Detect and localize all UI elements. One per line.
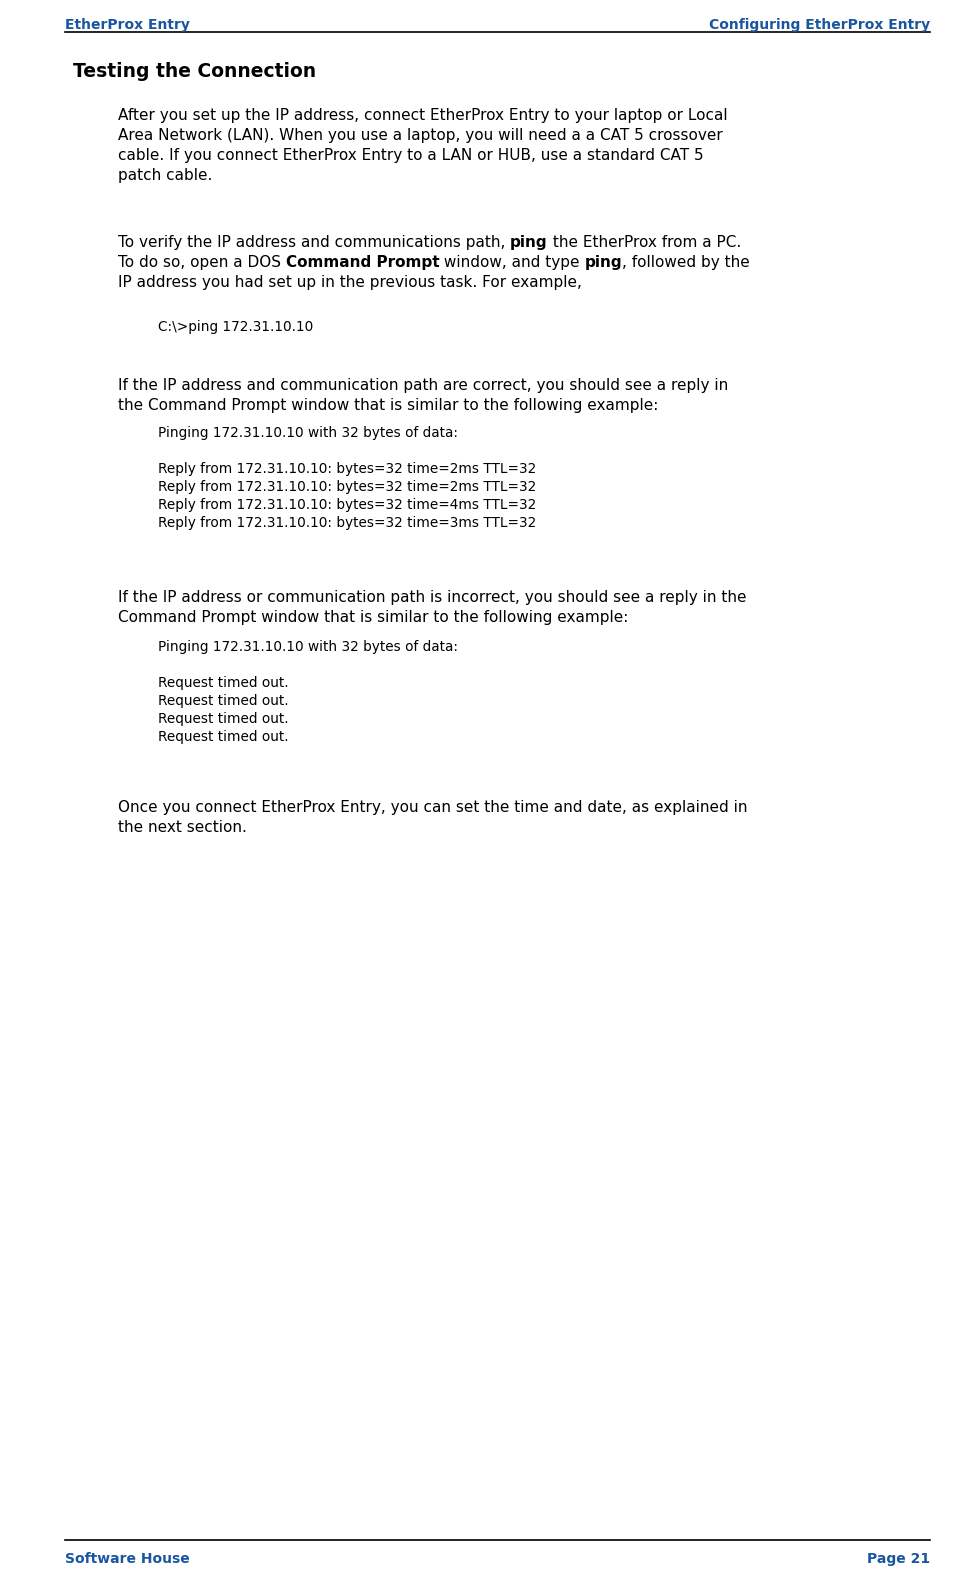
Text: After you set up the IP address, connect EtherProx Entry to your laptop or Local: After you set up the IP address, connect… bbox=[118, 107, 727, 123]
Text: To do so, open a DOS: To do so, open a DOS bbox=[118, 256, 285, 270]
Text: If the IP address and communication path are correct, you should see a reply in: If the IP address and communication path… bbox=[118, 379, 727, 393]
Text: cable. If you connect EtherProx Entry to a LAN or HUB, use a standard CAT 5: cable. If you connect EtherProx Entry to… bbox=[118, 148, 702, 163]
Text: Page 21: Page 21 bbox=[866, 1553, 929, 1565]
Text: Request timed out.: Request timed out. bbox=[158, 712, 288, 726]
Text: Reply from 172.31.10.10: bytes=32 time=4ms TTL=32: Reply from 172.31.10.10: bytes=32 time=4… bbox=[158, 499, 535, 511]
Text: Reply from 172.31.10.10: bytes=32 time=2ms TTL=32: Reply from 172.31.10.10: bytes=32 time=2… bbox=[158, 462, 535, 477]
Text: Area Network (LAN). When you use a laptop, you will need a a CAT 5 crossover: Area Network (LAN). When you use a lapto… bbox=[118, 128, 722, 144]
Text: patch cable.: patch cable. bbox=[118, 167, 212, 183]
Text: the next section.: the next section. bbox=[118, 821, 247, 835]
Text: , followed by the: , followed by the bbox=[622, 256, 750, 270]
Text: the Command Prompt window that is similar to the following example:: the Command Prompt window that is simila… bbox=[118, 398, 657, 413]
Text: window, and type: window, and type bbox=[439, 256, 584, 270]
Text: EtherProx Entry: EtherProx Entry bbox=[65, 17, 189, 32]
Text: Testing the Connection: Testing the Connection bbox=[73, 62, 316, 80]
Text: Configuring EtherProx Entry: Configuring EtherProx Entry bbox=[708, 17, 929, 32]
Text: Software House: Software House bbox=[65, 1553, 189, 1565]
Text: Pinging 172.31.10.10 with 32 bytes of data:: Pinging 172.31.10.10 with 32 bytes of da… bbox=[158, 426, 457, 440]
Text: C:\>ping 172.31.10.10: C:\>ping 172.31.10.10 bbox=[158, 320, 313, 335]
Text: Request timed out.: Request timed out. bbox=[158, 731, 288, 743]
Text: Request timed out.: Request timed out. bbox=[158, 694, 288, 709]
Text: To verify the IP address and communications path,: To verify the IP address and communicati… bbox=[118, 235, 509, 249]
Text: Pinging 172.31.10.10 with 32 bytes of data:: Pinging 172.31.10.10 with 32 bytes of da… bbox=[158, 641, 457, 653]
Text: Reply from 172.31.10.10: bytes=32 time=3ms TTL=32: Reply from 172.31.10.10: bytes=32 time=3… bbox=[158, 516, 535, 530]
Text: Command Prompt: Command Prompt bbox=[285, 256, 439, 270]
Text: Reply from 172.31.10.10: bytes=32 time=2ms TTL=32: Reply from 172.31.10.10: bytes=32 time=2… bbox=[158, 480, 535, 494]
Text: If the IP address or communication path is incorrect, you should see a reply in : If the IP address or communication path … bbox=[118, 590, 746, 604]
Text: Command Prompt window that is similar to the following example:: Command Prompt window that is similar to… bbox=[118, 611, 628, 625]
Text: IP address you had set up in the previous task. For example,: IP address you had set up in the previou… bbox=[118, 275, 581, 290]
Text: Request timed out.: Request timed out. bbox=[158, 675, 288, 690]
Text: the EtherProx from a PC.: the EtherProx from a PC. bbox=[548, 235, 740, 249]
Text: Once you connect EtherProx Entry, you can set the time and date, as explained in: Once you connect EtherProx Entry, you ca… bbox=[118, 800, 747, 814]
Text: ping: ping bbox=[509, 235, 548, 249]
Text: ping: ping bbox=[584, 256, 622, 270]
